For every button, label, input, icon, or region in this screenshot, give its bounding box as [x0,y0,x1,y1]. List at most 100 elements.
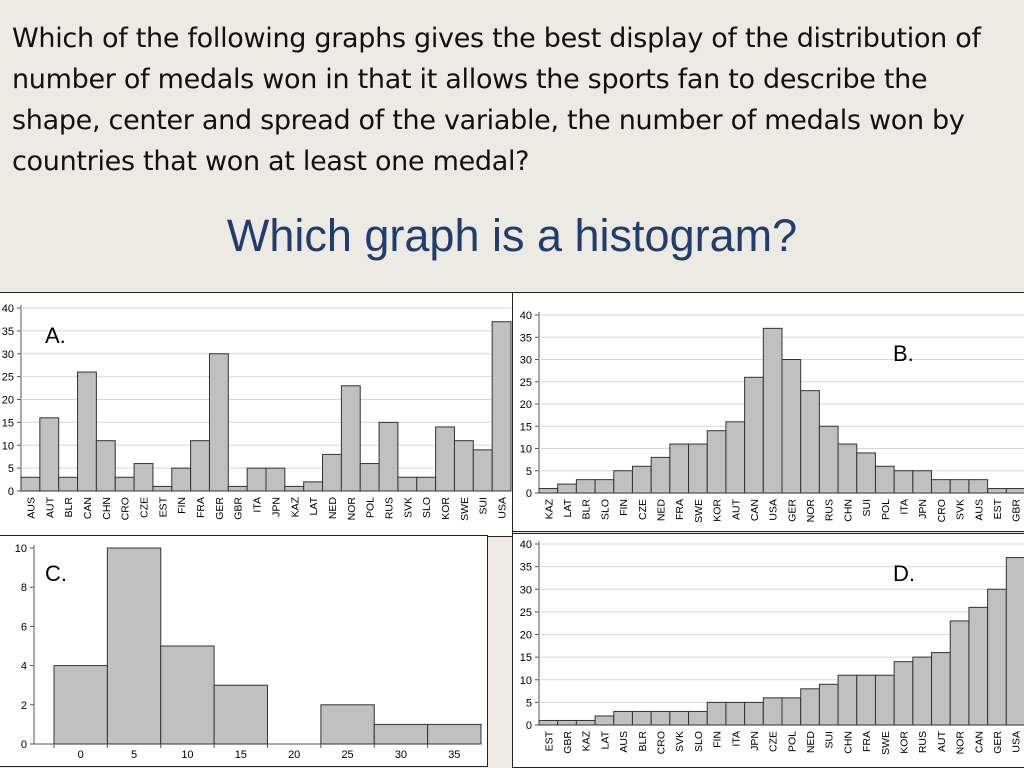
x-category-label: CZE [637,499,649,520]
bar [133,463,154,492]
y-tick-label: 25 [520,377,532,389]
y-tick-label: 10 [15,543,27,555]
x-category-label: SUI [861,499,873,517]
x-category-label: GBR [562,731,574,754]
y-tick-label: 25 [520,607,532,619]
bar [949,479,970,494]
bar [208,353,229,492]
x-category-label: SUI [824,731,836,749]
x-category-label: JPN [917,499,929,519]
slide-subtitle: Which graph is a histogram? [226,210,798,261]
y-tick-label: 20 [520,630,532,642]
x-category-label: CAN [973,731,985,753]
x-category-label: KOR [899,731,911,754]
bar [472,449,493,492]
bar [427,723,482,745]
x-category-label: KAZ [581,730,593,751]
x-category-label: AUT [730,498,742,520]
bar [114,476,135,492]
x-category-label: ITA [252,497,264,513]
bar [669,710,690,726]
x-category-label: POL [786,731,798,752]
y-tick-label: 35 [520,332,532,344]
bar [575,479,596,494]
chart-svg-2: 0 2 4 6 8 10 0 5 10 15 20 25 30 35 C. [15,543,482,761]
y-tick-label: 5 [8,463,14,475]
bar [744,701,764,726]
x-category-label: RUS [384,497,396,519]
bar [320,704,375,745]
chart-panel-c: 0 2 4 6 8 10 0 5 10 15 20 25 30 35 C. [0,535,488,767]
x-tick-label: 35 [448,749,460,761]
bar [669,443,690,494]
bar [856,674,876,726]
y-tick-label: 5 [526,466,532,478]
x-category-label: CRO [120,497,132,520]
bar [557,483,577,494]
bar [987,488,1007,494]
bar [744,376,764,494]
bar [706,701,727,726]
bar [725,701,746,726]
bar [1005,557,1024,726]
y-tick-label: 10 [2,440,14,452]
bar [594,479,615,494]
bar [613,710,633,726]
x-category-label: FIN [618,499,630,516]
x-category-label: AUS [618,731,630,753]
bar [781,359,802,494]
x-category-label: RUS [824,499,836,521]
x-category-label: AUT [44,496,56,518]
bar [284,485,305,492]
bar [856,452,876,494]
x-category-label: KOR [440,497,452,520]
y-tick-label: 0 [21,739,27,751]
y-tick-label: 35 [2,326,14,338]
bar [837,674,858,726]
x-category-label: NOR [805,499,817,523]
bar [378,421,399,492]
bar [53,665,108,745]
bar [912,656,933,726]
bar [359,463,380,492]
x-tick-label: 25 [341,749,353,761]
bar [594,715,615,726]
x-category-label: CZE [768,731,780,752]
y-tick-label: 0 [526,488,532,500]
x-category-label: CZE [139,497,151,518]
bar [781,697,802,726]
y-tick-label: 35 [520,562,532,574]
x-category-label: FRA [861,731,873,752]
bar [893,470,914,494]
bar [20,476,41,492]
x-category-label: BLR [63,497,75,518]
x-category-label: CHN [101,497,113,520]
bar [171,467,192,492]
x-category-label: AUS [973,499,985,521]
x-category-label: RUS [917,731,929,753]
bar [912,470,933,494]
x-category-label: KAZ [289,496,301,517]
x-category-label: NOR [346,497,358,521]
x-category-label: CRO [656,731,668,754]
y-tick-label: 30 [2,349,14,361]
bar [77,371,97,492]
x-category-label: SLO [421,497,433,518]
x-category-label: USA [768,499,780,521]
x-category-label: SWE [459,497,471,521]
bar [95,440,116,492]
x-category-label: SLO [693,731,705,752]
bar [931,652,951,726]
x-category-label: SWE [693,499,705,523]
bar [762,327,783,494]
x-tick-label: 20 [288,749,300,761]
y-tick-label: 40 [520,310,532,322]
x-tick-label: 0 [78,749,84,761]
bar [818,683,839,726]
x-category-label: SWE [880,731,892,755]
bar [631,710,652,726]
chart-svg-3: 0 5 10 15 20 25 30 35 40 EST GBR KAZ LAT AUS BLR CRO SVK… [520,539,1024,755]
bar [818,425,839,494]
bar [106,547,162,745]
y-tick-label: 25 [2,372,14,384]
